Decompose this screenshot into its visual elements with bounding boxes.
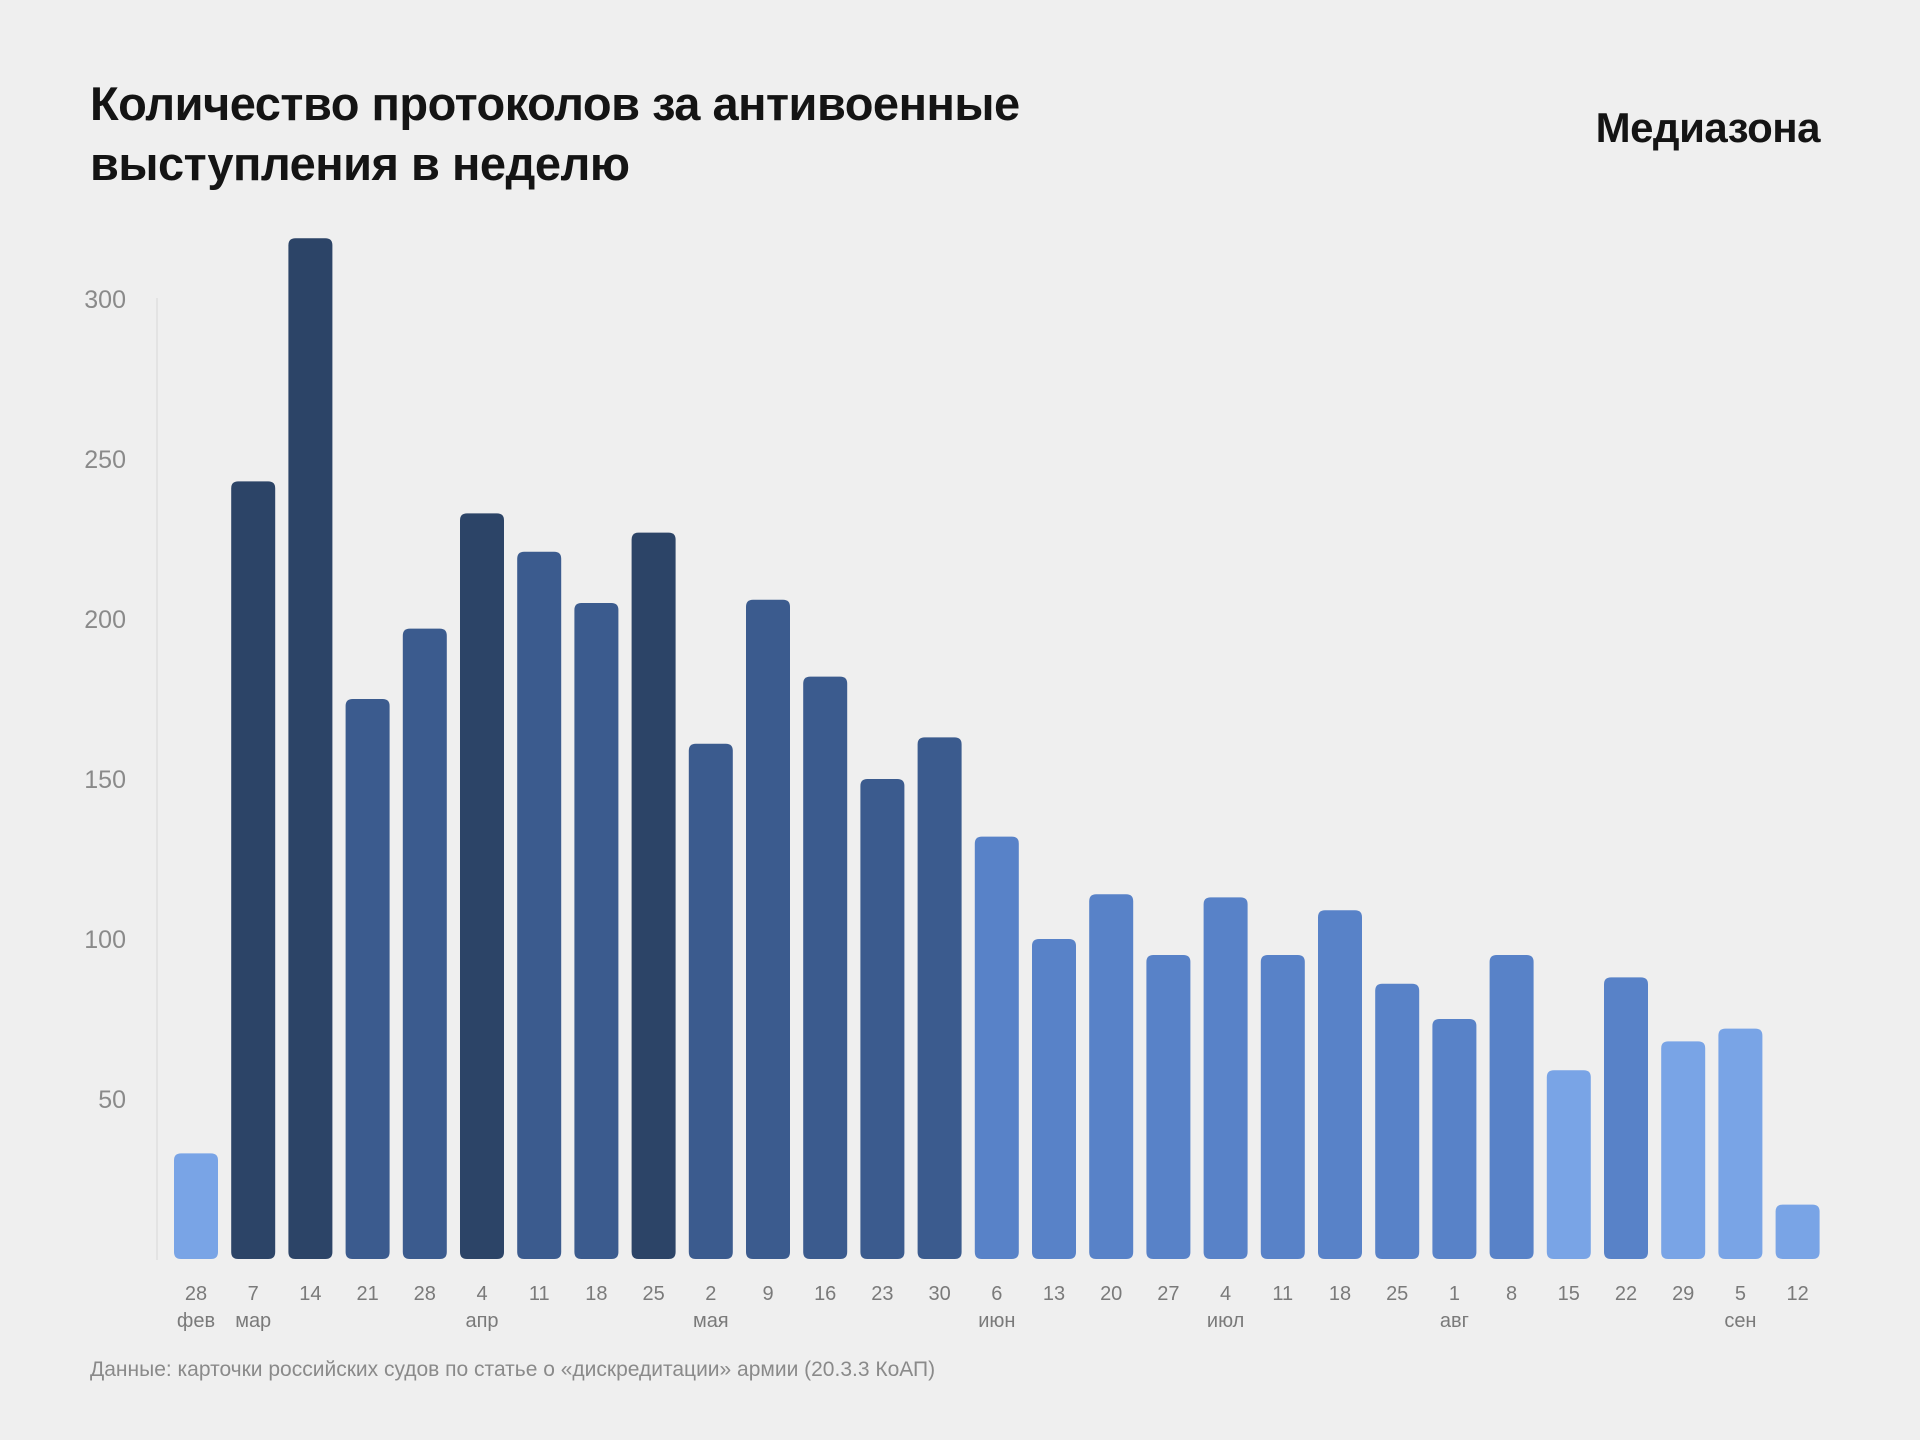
x-tick-day-label: 25 xyxy=(1386,1283,1408,1305)
x-tick-day-label: 6 xyxy=(991,1283,1002,1305)
x-tick-day-label: 25 xyxy=(642,1283,664,1305)
x-tick-day-label: 16 xyxy=(814,1283,836,1305)
x-tick-day-label: 30 xyxy=(928,1283,950,1305)
y-axis-ticks: 50 100 150 200 250 300 xyxy=(84,286,126,1114)
x-tick-day-label: 21 xyxy=(356,1283,378,1305)
x-tick-day-label: 29 xyxy=(1672,1283,1694,1305)
x-tick-day-label: 18 xyxy=(585,1283,607,1305)
bar xyxy=(1775,1204,1820,1259)
x-tick-day-label: 18 xyxy=(1329,1283,1351,1305)
y-tick-label: 250 xyxy=(84,446,126,474)
x-tick-day-label: 20 xyxy=(1100,1283,1122,1305)
x-tick-day-label: 13 xyxy=(1043,1283,1065,1305)
x-tick-day-label: 8 xyxy=(1506,1283,1517,1305)
x-tick-month-label: мая xyxy=(693,1310,729,1332)
bar xyxy=(1375,983,1420,1259)
x-tick-day-label: 22 xyxy=(1615,1283,1637,1305)
bar xyxy=(574,603,619,1259)
bar xyxy=(1032,939,1076,1259)
bar xyxy=(1089,894,1134,1259)
x-tick-day-label: 27 xyxy=(1157,1283,1179,1305)
x-tick-month-label: июл xyxy=(1207,1310,1244,1332)
x-tick-month-label: фев xyxy=(177,1310,215,1332)
bar xyxy=(517,551,562,1259)
bar xyxy=(1661,1041,1706,1259)
x-tick-day-label: 2 xyxy=(705,1283,716,1305)
x-tick-day-label: 23 xyxy=(871,1283,893,1305)
bar xyxy=(174,1153,218,1259)
bar xyxy=(1432,1019,1477,1259)
bar xyxy=(974,836,1019,1259)
source-note: Данные: карточки российских судов по ста… xyxy=(90,1358,936,1381)
bar xyxy=(1146,955,1191,1259)
x-tick-day-label: 7 xyxy=(248,1283,259,1305)
bar xyxy=(803,676,848,1259)
y-tick-label: 300 xyxy=(84,286,126,314)
bar xyxy=(746,599,790,1259)
chart-title: Количество протоколов за антивоенные выс… xyxy=(90,77,1020,190)
x-tick-day-label: 28 xyxy=(185,1283,207,1305)
bar xyxy=(1546,1070,1591,1259)
x-tick-day-label: 14 xyxy=(299,1283,321,1305)
y-tick-label: 100 xyxy=(84,926,126,954)
bar xyxy=(917,737,962,1259)
bar xyxy=(288,238,333,1259)
y-tick-label: 200 xyxy=(84,606,126,634)
bar xyxy=(631,532,676,1259)
x-tick-day-label: 4 xyxy=(1220,1283,1231,1305)
bar xyxy=(231,481,276,1259)
x-tick-day-label: 5 xyxy=(1735,1283,1746,1305)
bar xyxy=(1489,955,1534,1259)
bar xyxy=(1604,977,1648,1259)
bar xyxy=(1260,955,1305,1259)
bars-group xyxy=(174,238,1820,1259)
bar xyxy=(1718,1028,1763,1259)
x-tick-month-label: июн xyxy=(978,1310,1015,1332)
x-tick-day-label: 12 xyxy=(1786,1283,1808,1305)
bar xyxy=(1318,910,1362,1259)
brand-logo-text: Медиазона xyxy=(1595,104,1821,151)
x-tick-day-label: 1 xyxy=(1449,1283,1460,1305)
x-tick-day-label: 4 xyxy=(476,1283,487,1305)
y-tick-label: 50 xyxy=(98,1086,126,1114)
x-tick-month-label: сен xyxy=(1724,1310,1756,1332)
bar xyxy=(688,743,733,1259)
x-tick-day-label: 15 xyxy=(1558,1283,1580,1305)
bar xyxy=(345,699,390,1259)
x-tick-day-label: 11 xyxy=(1272,1283,1293,1305)
x-tick-day-label: 9 xyxy=(762,1283,773,1305)
x-tick-day-label: 11 xyxy=(529,1283,550,1305)
x-tick-month-label: авг xyxy=(1440,1310,1469,1332)
x-tick-month-label: мар xyxy=(235,1310,271,1332)
x-tick-day-label: 28 xyxy=(414,1283,436,1305)
x-tick-month-label: апр xyxy=(465,1310,498,1332)
bar xyxy=(460,513,504,1259)
bar xyxy=(402,628,447,1259)
bar xyxy=(860,779,905,1259)
bar xyxy=(1203,897,1248,1259)
y-tick-label: 150 xyxy=(84,766,126,794)
